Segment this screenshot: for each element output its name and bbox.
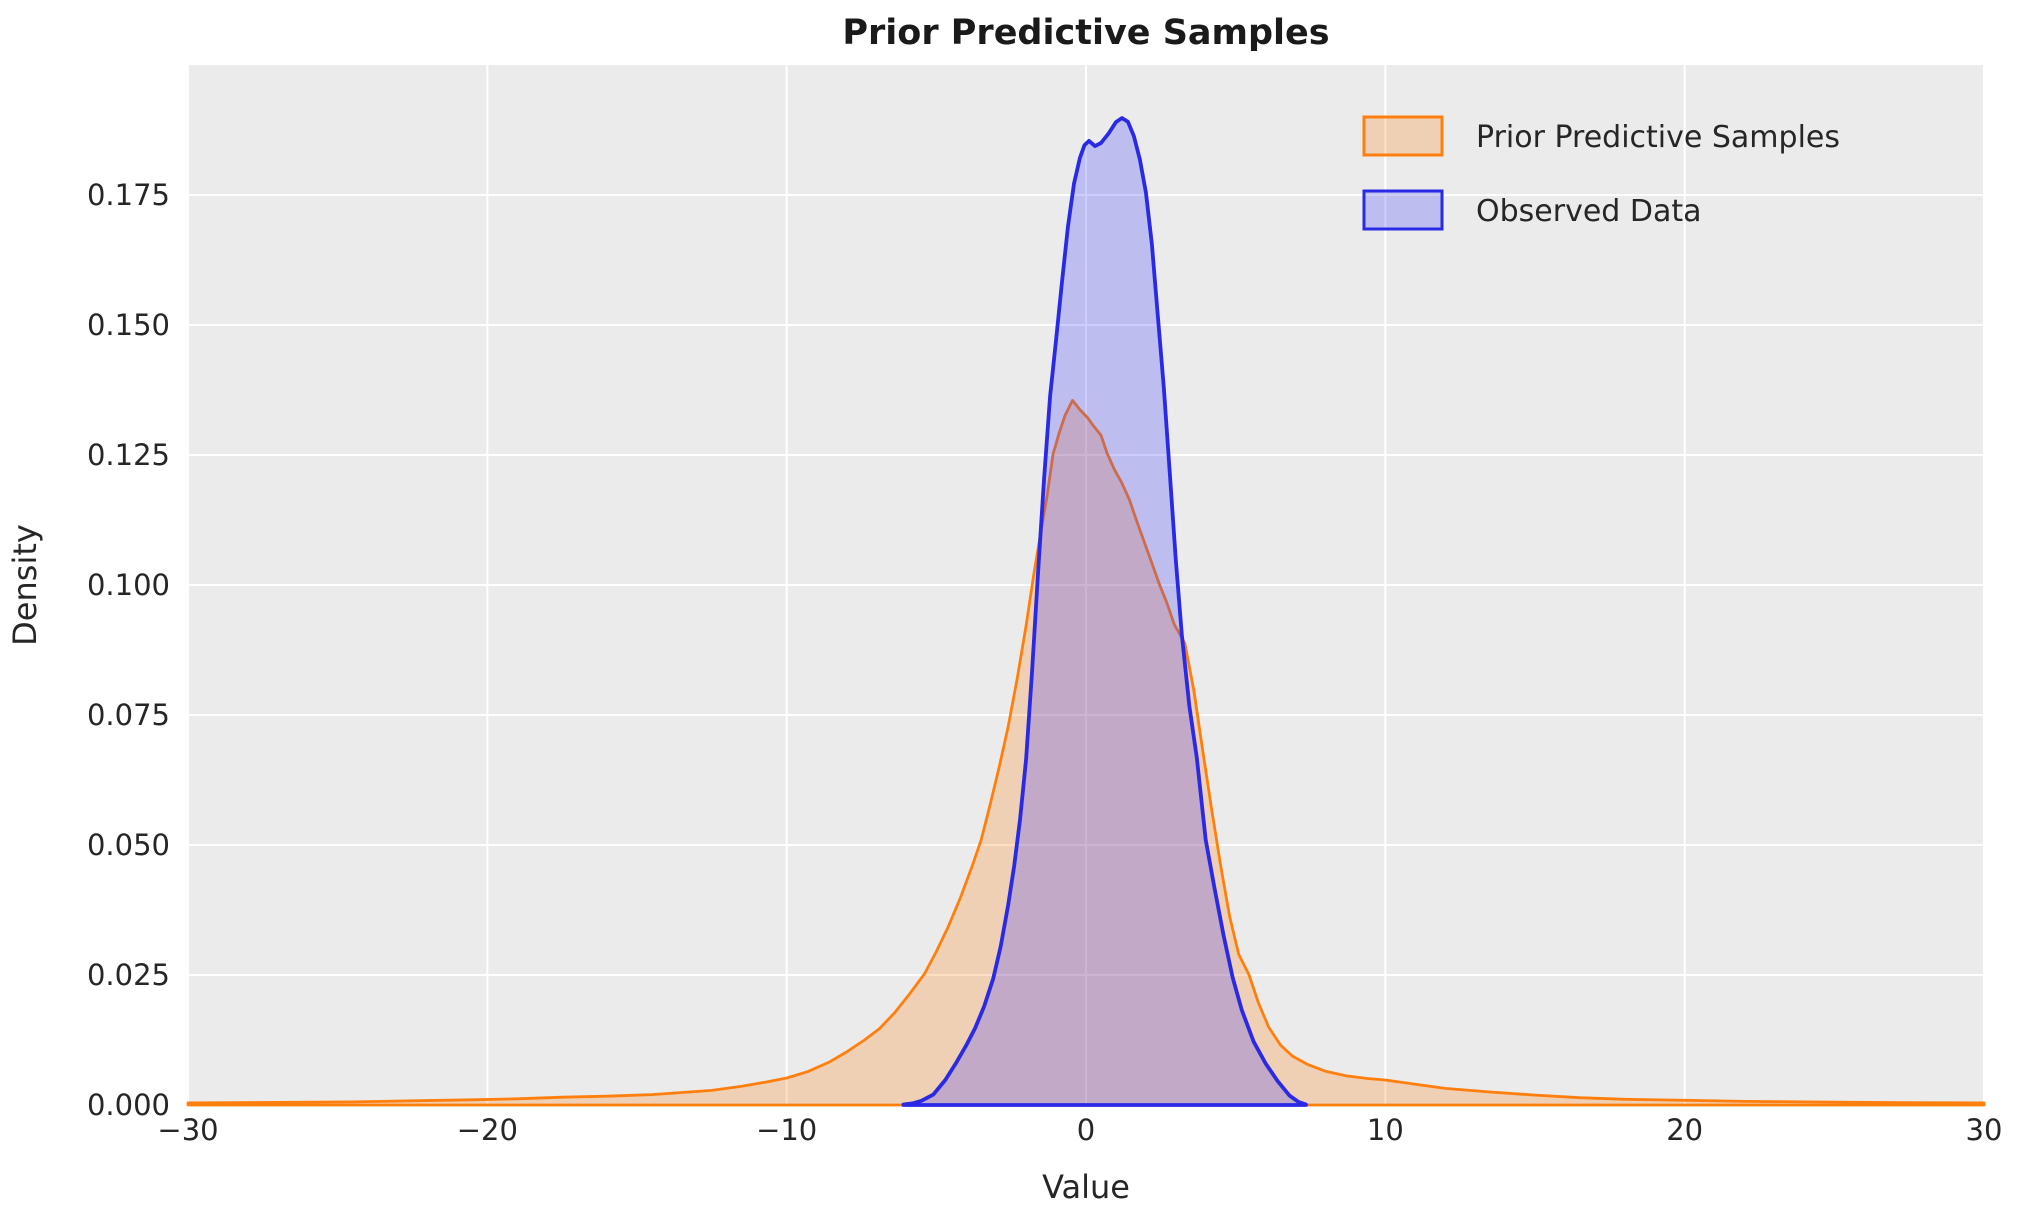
- legend-swatch-prior-predictive: [1362, 115, 1444, 157]
- x-tick-label: 30: [1966, 1113, 2003, 1147]
- x-axis-label: Value: [1042, 1168, 1130, 1206]
- legend-label: Prior Predictive Samples: [1476, 120, 1840, 155]
- y-tick-label: 0.000: [87, 1088, 170, 1122]
- x-tick-label: −20: [457, 1113, 518, 1147]
- y-axis-label: Density: [6, 524, 44, 646]
- y-tick-label: 0.100: [87, 568, 170, 602]
- y-tick-label: 0.075: [87, 698, 170, 732]
- x-tick-label: 0: [1077, 1113, 1095, 1147]
- y-tick-label: 0.025: [87, 958, 170, 992]
- y-tick-label: 0.050: [87, 828, 170, 862]
- y-tick-label: 0.150: [87, 308, 170, 342]
- x-tick-label: 10: [1367, 1113, 1404, 1147]
- x-tick-label: 20: [1666, 1113, 1703, 1147]
- series-areas: [186, 116, 1986, 1107]
- y-tick-label: 0.175: [87, 178, 170, 212]
- legend: Prior Predictive Samples Observed Data: [1362, 115, 1840, 231]
- legend-swatch-observed: [1362, 189, 1444, 231]
- x-tick-label: −30: [157, 1113, 218, 1147]
- x-tick-label: −10: [756, 1113, 817, 1147]
- y-tick-labels: 0.000 0.025 0.050 0.075 0.100 0.125 0.150 0.175: [87, 178, 170, 1122]
- x-tick-labels: −30 −20 −10 0 10 20 30: [157, 1113, 2002, 1147]
- chart-title: Prior Predictive Samples: [842, 13, 1329, 53]
- legend-label: Observed Data: [1476, 194, 1702, 229]
- y-tick-label: 0.125: [87, 438, 170, 472]
- kde-area-observed: [901, 116, 1308, 1107]
- kde-area-prior-predictive: [186, 399, 1986, 1107]
